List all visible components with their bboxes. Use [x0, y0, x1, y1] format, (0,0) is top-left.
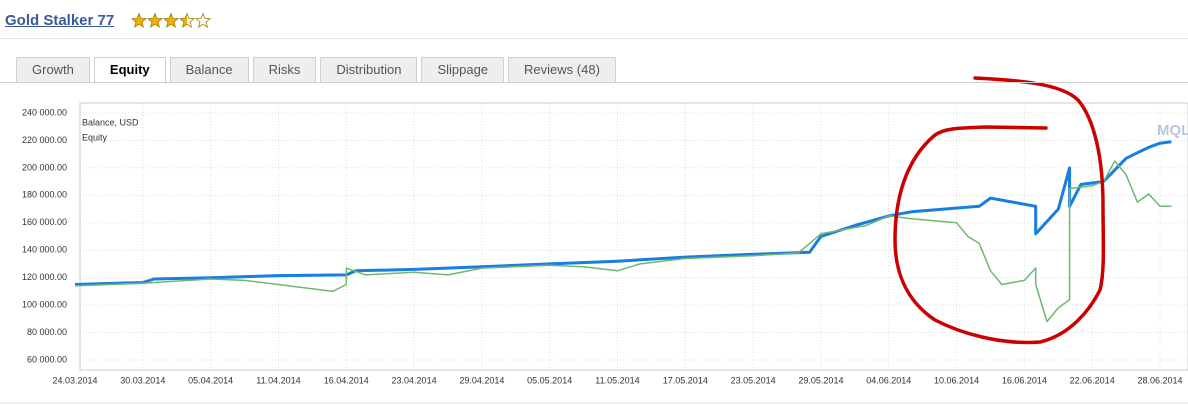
- star: [131, 12, 148, 29]
- y-tick-label: 160 000.00: [22, 217, 67, 227]
- legend-label: Balance, USD: [82, 117, 139, 127]
- x-tick-label: 10.06.2014: [934, 375, 979, 385]
- divider: [0, 38, 1188, 39]
- y-tick-label: 180 000.00: [22, 190, 67, 200]
- tab[interactable]: Risks: [252, 57, 317, 82]
- y-tick-label: 100 000.00: [22, 299, 67, 309]
- page-title[interactable]: Gold Stalker 77: [5, 12, 115, 29]
- x-tick-label: 22.06.2014: [1070, 375, 1115, 385]
- x-tick-label: 28.06.2014: [1137, 375, 1182, 385]
- x-tick-label: 04.06.2014: [866, 375, 911, 385]
- x-tick-label: 16.06.2014: [1002, 375, 1047, 385]
- annotation-circle: [893, 76, 1106, 345]
- legend-label: Equity: [82, 132, 108, 142]
- series-line: [74, 160, 1172, 323]
- x-tick-label: 11.04.2014: [256, 375, 300, 385]
- tab[interactable]: Distribution: [320, 57, 418, 82]
- y-tick-label: 60 000.00: [27, 354, 67, 364]
- y-tick-label: 200 000.00: [22, 162, 67, 172]
- x-tick-label: 17.05.2014: [663, 375, 708, 385]
- tab[interactable]: Reviews (48): [508, 57, 616, 82]
- x-tick-label: 11.05.2014: [595, 375, 639, 385]
- tab[interactable]: Slippage: [421, 57, 505, 82]
- star: [194, 12, 212, 29]
- x-tick-label: 23.05.2014: [731, 375, 776, 385]
- y-tick-label: 120 000.00: [22, 272, 67, 282]
- star: [178, 12, 196, 29]
- divider: [0, 82, 1188, 83]
- plot-area: [79, 102, 1188, 371]
- watermark: MQL: [1157, 122, 1188, 139]
- tab[interactable]: Growth: [16, 57, 90, 82]
- x-tick-label: 30.03.2014: [120, 375, 165, 385]
- y-tick-label: 140 000.00: [22, 245, 67, 255]
- y-tick-label: 220 000.00: [22, 135, 67, 145]
- x-tick-label: 29.05.2014: [798, 375, 843, 385]
- x-tick-label: 23.04.2014: [392, 375, 437, 385]
- star: [162, 12, 180, 29]
- x-tick-label: 16.04.2014: [324, 375, 369, 385]
- tab-bar: Growth Equity Balance Risks Distribution Slip…: [16, 57, 616, 84]
- y-tick-label: 240 000.00: [22, 107, 67, 117]
- x-tick-label: 05.04.2014: [188, 375, 233, 385]
- tab[interactable]: Equity: [93, 57, 166, 84]
- tab[interactable]: Balance: [169, 57, 249, 82]
- y-tick-label: 80 000.00: [27, 327, 67, 337]
- x-tick-label: 29.04.2014: [459, 375, 504, 385]
- series-line: [74, 140, 1172, 286]
- x-tick-label: 05.05.2014: [527, 375, 572, 385]
- star: [146, 12, 164, 29]
- rating-stars: [131, 12, 212, 29]
- x-tick-label: 24.03.2014: [52, 375, 97, 385]
